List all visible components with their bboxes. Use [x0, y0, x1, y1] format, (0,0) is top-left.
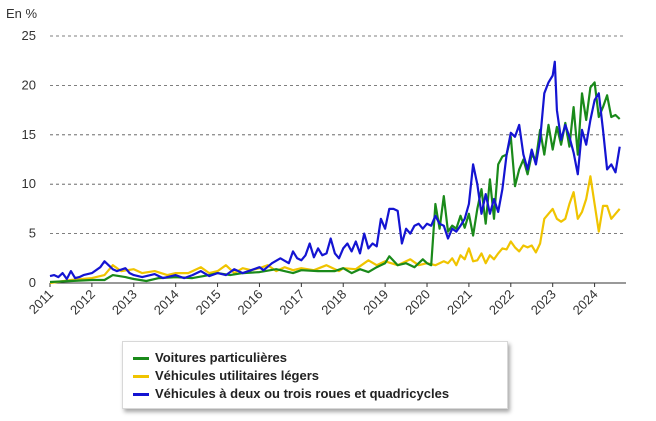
x-tick-label: 2015	[193, 287, 224, 318]
y-tick-label: 15	[22, 127, 36, 142]
x-tick-label: 2018	[318, 287, 349, 318]
x-tick-label: 2011	[26, 287, 56, 317]
legend: Voitures particulières Véhicules utilita…	[122, 341, 508, 409]
x-tick-label: 2020	[402, 287, 433, 318]
legend-swatch-deux-roues	[133, 392, 149, 396]
legend-item-utilitaires[interactable]: Véhicules utilitaires légers	[133, 367, 507, 385]
series-line-utilitaires	[49, 175, 621, 285]
grid	[50, 35, 626, 284]
x-axis: 2011 2012 2013 2014 2015 2016 2017 2018 2019 2020…	[26, 283, 601, 318]
legend-swatch-voitures	[133, 356, 149, 360]
x-tick-label: 2024	[570, 287, 601, 318]
legend-item-voitures[interactable]: Voitures particulières	[133, 349, 507, 367]
series-line-voitures	[49, 81, 621, 284]
legend-label-utilitaires: Véhicules utilitaires légers	[155, 368, 320, 383]
x-tick-label: 2023	[528, 287, 559, 318]
y-tick-label: 0	[29, 275, 36, 290]
series-line-deux-roues	[49, 60, 621, 281]
y-tick-label: 5	[29, 226, 36, 241]
x-tick-label: 2019	[360, 287, 391, 318]
x-tick-label: 2022	[486, 287, 517, 318]
legend-item-deux-roues[interactable]: Véhicules à deux ou trois roues et quadr…	[133, 385, 507, 403]
x-tick-label: 2016	[235, 287, 266, 318]
y-tick-label: 25	[22, 28, 36, 43]
legend-label-deux-roues: Véhicules à deux ou trois roues et quadr…	[155, 386, 450, 401]
y-unit-label: En %	[6, 6, 38, 21]
y-tick-label: 10	[22, 176, 36, 191]
x-tick-label: 2021	[444, 287, 475, 318]
y-tick-label: 20	[22, 77, 36, 92]
y-axis: 0 5 10 15 20 25	[22, 28, 36, 290]
plot-area	[49, 60, 621, 285]
x-tick-label: 2014	[151, 287, 182, 318]
legend-label-voitures: Voitures particulières	[155, 350, 287, 365]
x-tick-label: 2013	[109, 287, 140, 318]
x-tick-label: 2017	[276, 287, 307, 318]
legend-swatch-utilitaires	[133, 374, 149, 378]
x-tick-label: 2012	[67, 287, 98, 318]
